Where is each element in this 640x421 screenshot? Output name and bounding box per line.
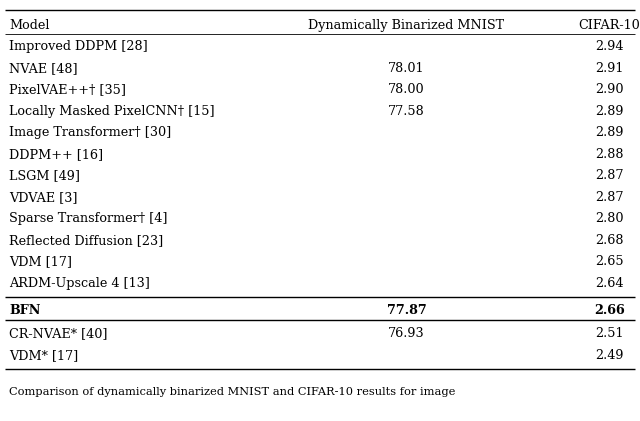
Text: 2.64: 2.64 — [595, 277, 623, 290]
Text: ARDM-Upscale 4 [13]: ARDM-Upscale 4 [13] — [9, 277, 150, 290]
Text: Dynamically Binarized MNIST: Dynamically Binarized MNIST — [308, 19, 504, 32]
Text: 2.66: 2.66 — [594, 304, 625, 317]
Text: PixelVAE++† [35]: PixelVAE++† [35] — [9, 83, 126, 96]
Text: 77.87: 77.87 — [387, 304, 426, 317]
Text: 2.89: 2.89 — [595, 126, 623, 139]
Text: Improved DDPM [28]: Improved DDPM [28] — [9, 40, 148, 53]
Text: 76.93: 76.93 — [388, 327, 425, 340]
Text: VDM [17]: VDM [17] — [9, 256, 72, 269]
Text: 2.91: 2.91 — [595, 62, 623, 75]
Text: Comparison of dynamically binarized MNIST and CIFAR-10 results for image: Comparison of dynamically binarized MNIS… — [9, 386, 455, 397]
Text: 2.51: 2.51 — [595, 327, 623, 340]
Text: Image Transformer† [30]: Image Transformer† [30] — [9, 126, 172, 139]
Text: VDM* [17]: VDM* [17] — [9, 349, 78, 362]
Text: 2.80: 2.80 — [595, 213, 623, 226]
Text: 2.94: 2.94 — [595, 40, 623, 53]
Text: Reflected Diffusion [23]: Reflected Diffusion [23] — [9, 234, 163, 247]
Text: Sparse Transformer† [4]: Sparse Transformer† [4] — [9, 213, 168, 226]
Text: VDVAE [3]: VDVAE [3] — [9, 191, 77, 204]
Text: LSGM [49]: LSGM [49] — [9, 170, 80, 182]
Text: 2.87: 2.87 — [595, 170, 623, 182]
Text: DDPM++ [16]: DDPM++ [16] — [9, 148, 103, 161]
Text: NVAE [48]: NVAE [48] — [9, 62, 77, 75]
Text: 2.88: 2.88 — [595, 148, 623, 161]
Text: CR-NVAE* [40]: CR-NVAE* [40] — [9, 327, 108, 340]
Text: 2.49: 2.49 — [595, 349, 623, 362]
Text: BFN: BFN — [9, 304, 40, 317]
Text: 78.01: 78.01 — [388, 62, 425, 75]
Text: 77.58: 77.58 — [388, 105, 425, 118]
Text: Locally Masked PixelCNN† [15]: Locally Masked PixelCNN† [15] — [9, 105, 214, 118]
Text: 2.65: 2.65 — [595, 256, 623, 269]
Text: 2.87: 2.87 — [595, 191, 623, 204]
Text: 2.90: 2.90 — [595, 83, 623, 96]
Text: 2.89: 2.89 — [595, 105, 623, 118]
Text: Model: Model — [9, 19, 49, 32]
Text: 2.68: 2.68 — [595, 234, 623, 247]
Text: CIFAR-10: CIFAR-10 — [579, 19, 640, 32]
Text: 78.00: 78.00 — [388, 83, 425, 96]
